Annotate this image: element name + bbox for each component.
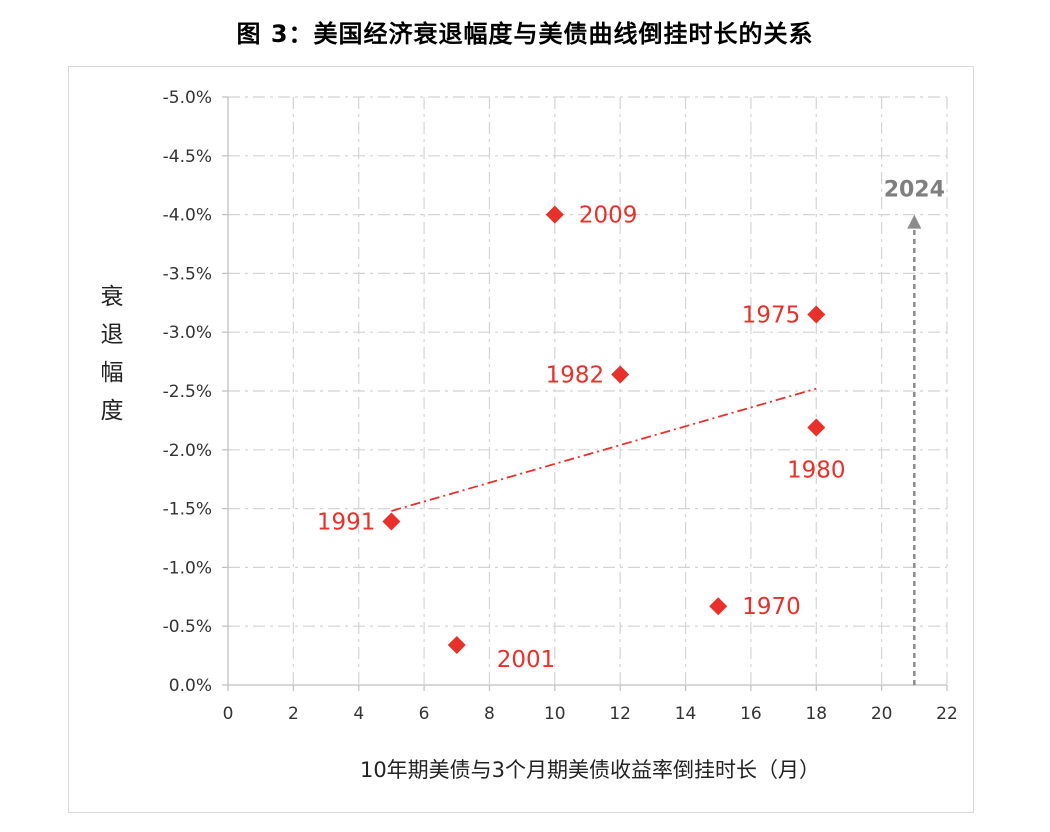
x-tick-label: 16 [740,704,762,724]
data-point-label: 1975 [742,303,801,329]
y-tick-label: 0.0% [169,676,212,696]
data-point-label: 1991 [317,510,376,536]
y-tick-label: -4.5% [163,147,212,167]
data-point-marker [447,636,466,655]
data-point-label: 2001 [497,647,556,673]
y-tick-label: -4.0% [163,206,212,226]
data-point-marker [545,205,564,224]
x-axis-label: 10年期美债与3个月期美债收益率倒挂时长（月） [360,758,820,782]
data-point-label: 1980 [787,457,846,483]
x-tick-label: 6 [419,704,430,724]
data-point-marker [709,597,728,616]
trendline-layer [391,387,817,512]
x-tick-label: 22 [936,704,958,724]
y-tick-label: -0.5% [163,617,212,637]
data-points: 2009 1975 1982 1980 1991 1970 2001 [317,203,846,673]
data-point-marker [611,365,630,384]
y-axis-label-char: 度 [101,398,124,424]
y-tick-labels: 0.0% -0.5% -1.0% -1.5% -2.0% -2.5% -3.0% -3.5% -… [163,88,212,696]
x-tick-labels: 0 2 4 6 8 10 12 14 16 18 20 22 [223,704,958,724]
y-tick-label: -1.0% [163,558,212,578]
y-tick-label: -2.0% [163,441,212,461]
x-tick-label: 4 [353,704,364,724]
x-tick-label: 12 [609,704,631,724]
x-tick-label: 2 [288,704,299,724]
y-tick-label: -5.0% [163,88,212,108]
trendline [391,387,817,512]
x-tick-label: 0 [223,704,234,724]
figure-title: 图 3：美国经济衰退幅度与美债曲线倒挂时长的关系 [236,20,814,48]
y-axis-label-char: 衰 [101,284,124,310]
y-tick-label: -3.5% [163,264,212,284]
data-point-marker [807,418,826,437]
y-axis-label-char: 幅 [101,360,124,386]
data-point-marker [382,512,401,531]
y-tick-label: -3.0% [163,323,212,343]
annotation-arrow-head [907,214,922,229]
chart-frame [68,66,974,813]
y-tick-label: -2.5% [163,382,212,402]
x-tick-label: 10 [544,704,566,724]
annotation-layer: 2024 [884,178,945,685]
y-axis-label-group: 衰退幅度 [101,284,124,424]
data-point-label: 1970 [742,594,801,620]
data-point-label: 1982 [546,363,605,389]
data-point-label: 2009 [579,203,638,229]
annotation-label: 2024 [884,178,945,203]
x-tick-label: 20 [871,704,893,724]
grid-lines [228,96,948,685]
x-tick-label: 8 [484,704,495,724]
data-point-marker [807,305,826,324]
axes [222,96,948,691]
y-tick-label: -1.5% [163,500,212,520]
y-axis-label-char: 退 [101,322,124,348]
x-tick-label: 18 [805,704,827,724]
x-tick-label: 14 [675,704,697,724]
